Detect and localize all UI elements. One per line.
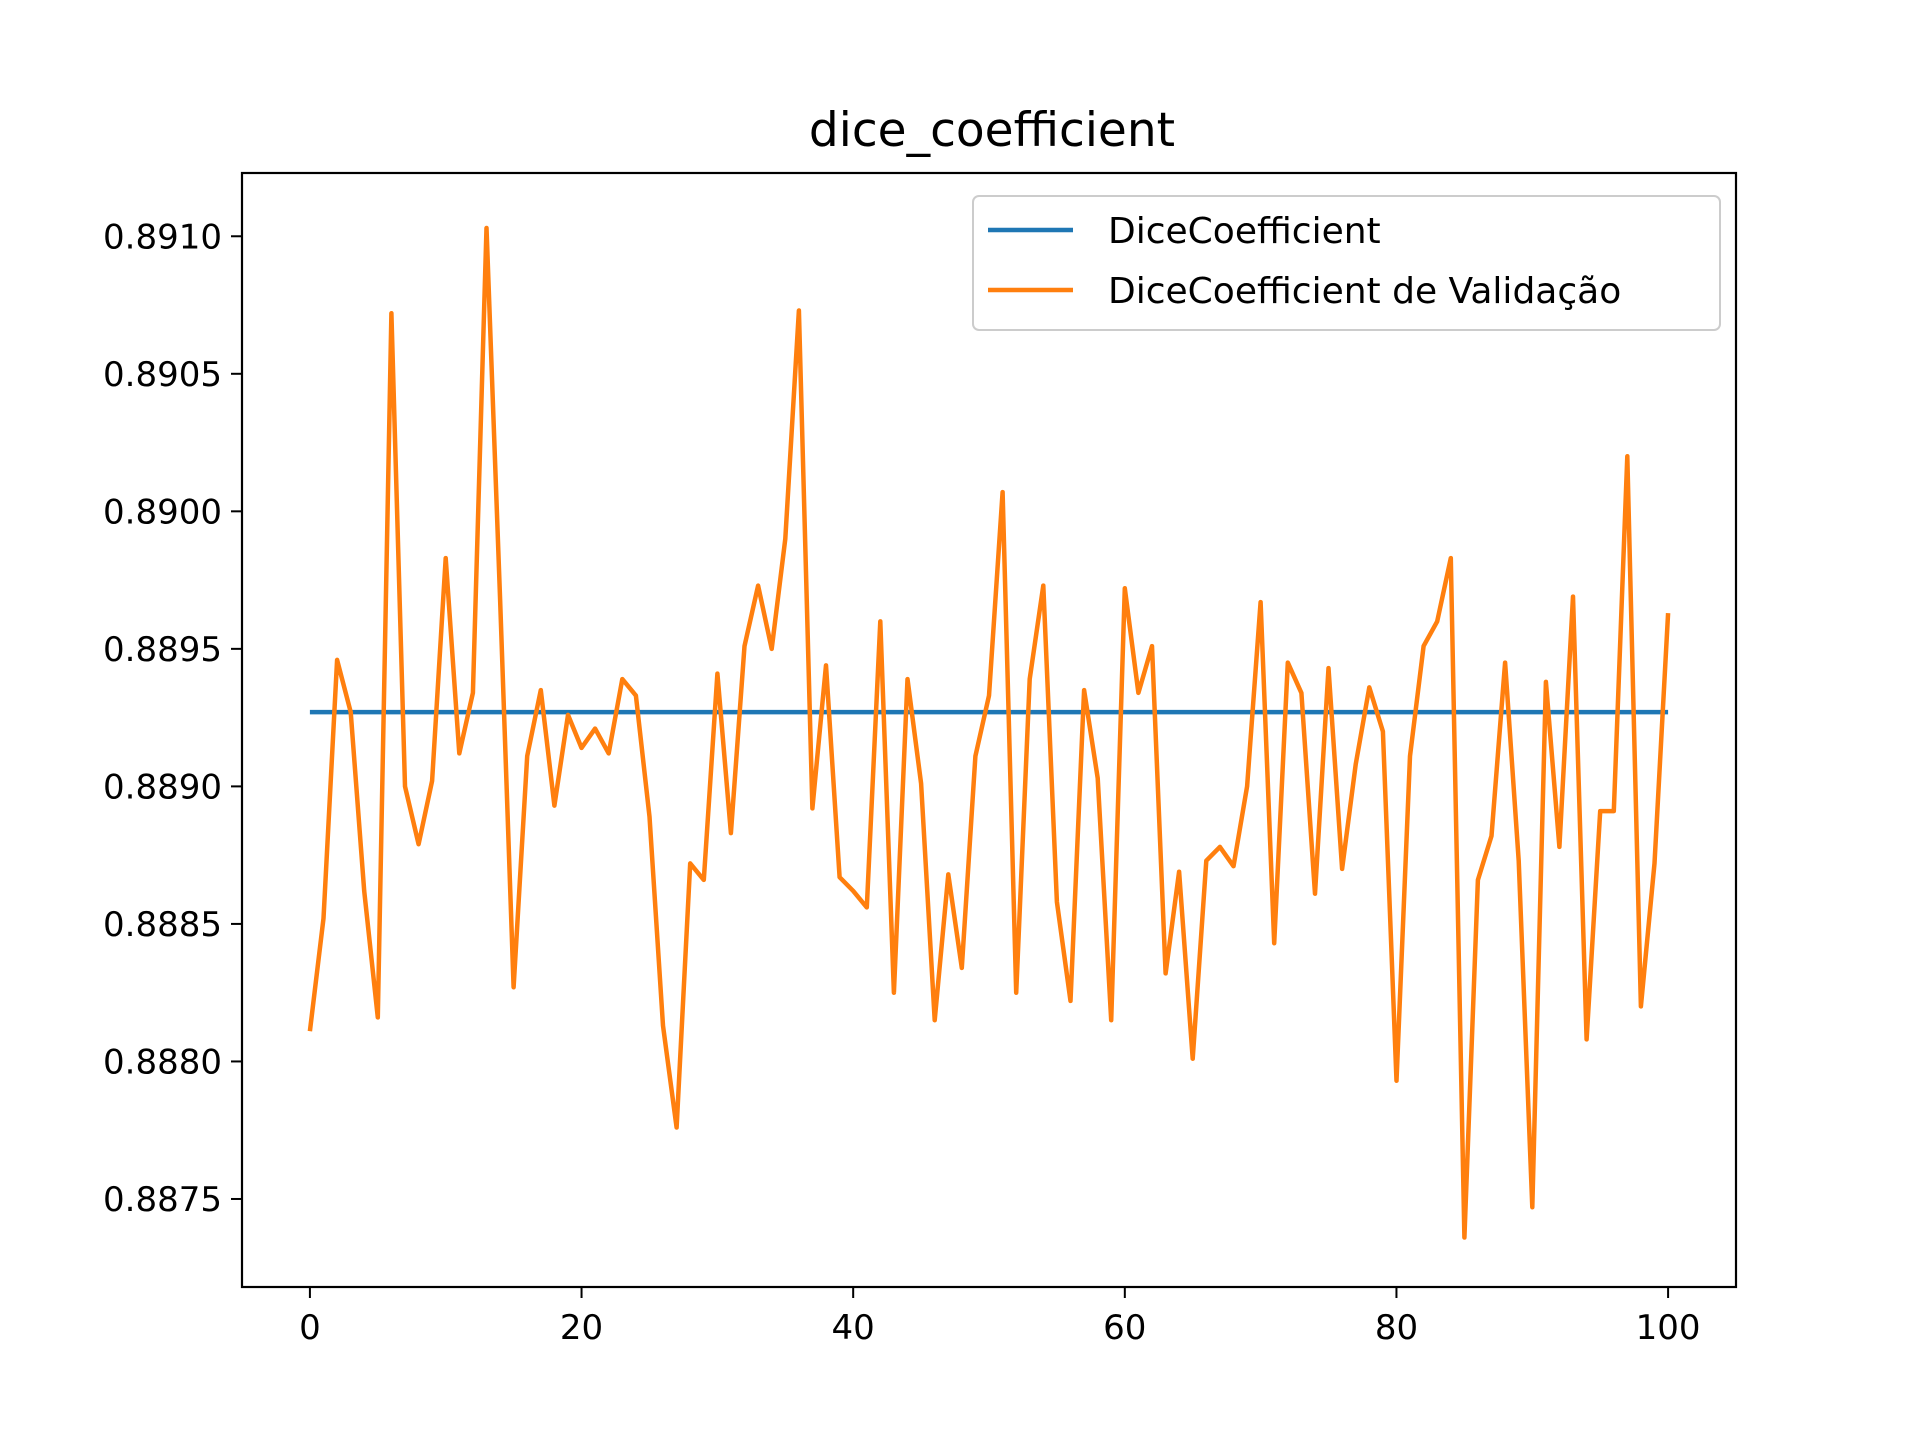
legend-box: [972, 195, 1721, 331]
x-tick-label: 100: [1636, 1308, 1701, 1348]
legend-label-1: DiceCoefficient de Validação: [1108, 271, 1621, 312]
series-line-1: [307, 225, 1671, 1240]
x-tick-label: 40: [832, 1308, 875, 1348]
y-tick-label: 0.8905: [103, 355, 222, 395]
x-axis: 0 20 40 60 80 100: [299, 1287, 1701, 1348]
chart-title: dice_coefficient: [809, 103, 1175, 158]
legend-label-0: DiceCoefficient: [1108, 211, 1381, 252]
y-tick-label: 0.8910: [103, 217, 222, 257]
axes-frame: [240, 171, 1738, 1289]
x-tick-label: 0: [299, 1308, 321, 1348]
y-tick-label: 0.8875: [103, 1180, 222, 1220]
y-axis: 0.8875 0.8880 0.8885 0.8890 0.8895 0.8900 0.89…: [103, 217, 242, 1220]
legend: DiceCoefficient DiceCoefficient de Valida…: [972, 195, 1721, 331]
y-tick-label: 0.8885: [103, 905, 222, 945]
plot-series-group: [307, 225, 1671, 1240]
x-tick-label: 20: [560, 1308, 603, 1348]
y-tick-label: 0.8890: [103, 767, 222, 807]
y-tick-label: 0.8880: [103, 1042, 222, 1082]
x-tick-label: 60: [1103, 1308, 1146, 1348]
y-tick-label: 0.8895: [103, 630, 222, 670]
x-tick-label: 80: [1375, 1308, 1418, 1348]
y-tick-label: 0.8900: [103, 492, 222, 532]
